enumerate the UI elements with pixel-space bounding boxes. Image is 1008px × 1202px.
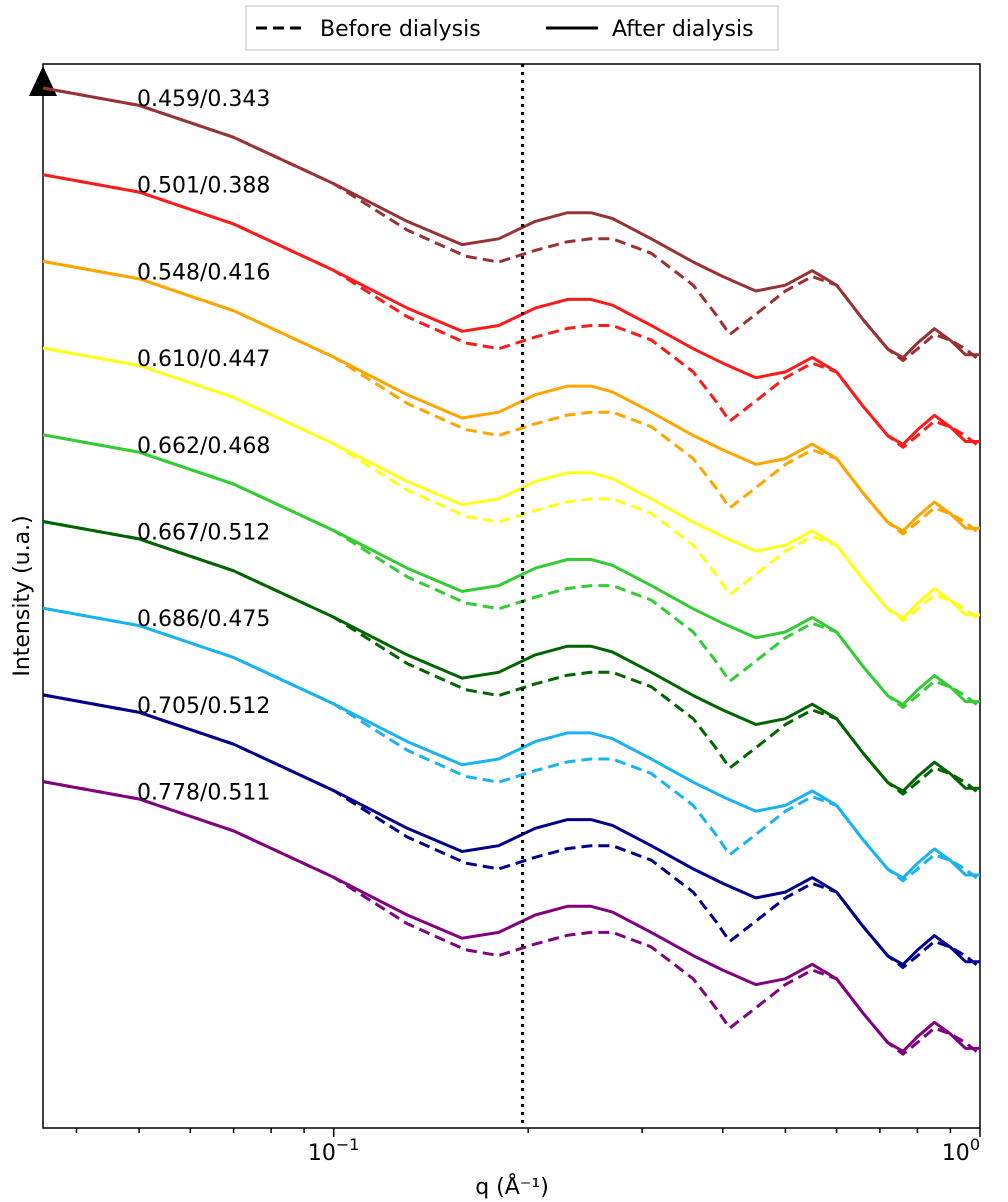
series-line-after-0.459/0.343: [42, 86, 980, 360]
series-layer: [42, 86, 981, 1056]
series-line-before-0.686/0.475: [42, 606, 981, 883]
series-0.686/0.475: [42, 606, 981, 883]
series-label-0.667/0.512: 0.667/0.512: [137, 521, 270, 546]
series-line-before-0.778/0.511: [42, 780, 981, 1056]
series-line-after-0.667/0.512: [42, 520, 980, 793]
series-line-before-0.548/0.416: [42, 259, 981, 536]
series-line-before-0.667/0.512: [42, 520, 981, 796]
x-tick-label: 10−1: [308, 1135, 360, 1166]
x-tick-label: 100: [942, 1135, 980, 1166]
series-label-0.459/0.343: 0.459/0.343: [137, 87, 270, 112]
y-axis-label: Intensity (u.a.): [10, 515, 35, 676]
series-line-before-0.610/0.447: [42, 346, 981, 623]
legend-label-after: After dialysis: [612, 17, 754, 42]
series-label-0.548/0.416: 0.548/0.416: [137, 260, 270, 285]
series-label-0.610/0.447: 0.610/0.447: [137, 347, 270, 372]
series-line-after-0.501/0.388: [42, 173, 980, 446]
series-label-0.778/0.511: 0.778/0.511: [137, 781, 270, 806]
x-axis-label: q (Å⁻¹): [475, 1173, 549, 1200]
legend: Before dialysis After dialysis: [245, 5, 779, 51]
series-line-before-0.459/0.343: [42, 86, 981, 363]
series-line-after-0.705/0.512: [42, 693, 980, 967]
series-0.705/0.512: [42, 693, 981, 969]
series-label-0.686/0.475: 0.686/0.475: [137, 607, 270, 632]
plot-frame: [42, 63, 981, 1129]
series-0.548/0.416: [42, 259, 981, 536]
series-label-0.501/0.388: 0.501/0.388: [137, 174, 270, 199]
series-line-before-0.705/0.512: [42, 693, 981, 969]
legend-label-before: Before dialysis: [320, 17, 481, 42]
series-line-after-0.662/0.468: [42, 433, 980, 706]
series-label-0.662/0.468: 0.662/0.468: [137, 434, 270, 459]
series-0.459/0.343: [42, 86, 981, 363]
legend-box: [245, 5, 779, 51]
series-0.667/0.512: [42, 520, 981, 796]
series-labels: 0.459/0.343 0.501/0.388 0.548/0.416 0.610/0…: [137, 87, 270, 806]
series-line-after-0.548/0.416: [42, 259, 980, 533]
x-axis-ticks: 10−1 100: [75, 1128, 981, 1166]
series-line-before-0.662/0.468: [42, 433, 981, 709]
series-0.610/0.447: [42, 346, 981, 623]
series-line-after-0.686/0.475: [42, 606, 980, 880]
series-label-0.705/0.512: 0.705/0.512: [137, 694, 270, 719]
series-line-before-0.501/0.388: [42, 173, 981, 449]
series-line-after-0.610/0.447: [42, 346, 980, 620]
series-0.501/0.388: [42, 173, 981, 449]
series-0.778/0.511: [42, 780, 981, 1056]
series-line-after-0.778/0.511: [42, 780, 980, 1053]
series-0.662/0.468: [42, 433, 981, 709]
y-axis-arrow-icon: [29, 66, 57, 96]
